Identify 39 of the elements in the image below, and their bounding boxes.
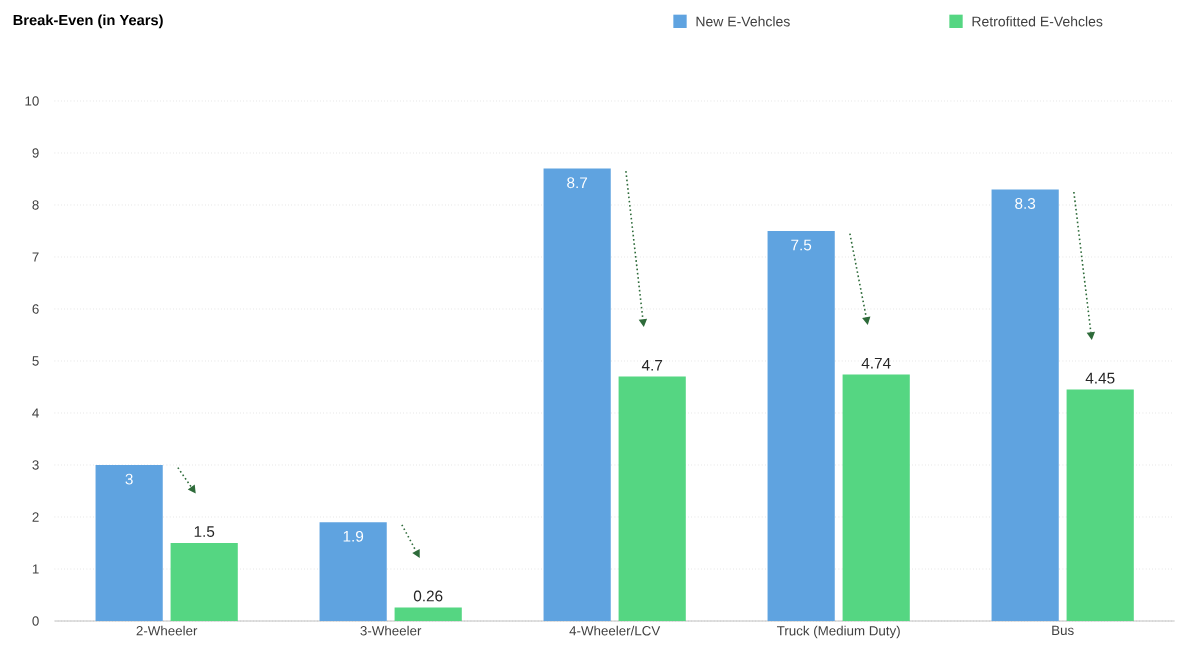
y-tick-label: 7 — [32, 252, 39, 262]
bar — [95, 465, 163, 621]
data-label: 8.7 — [567, 177, 588, 189]
bar — [767, 230, 835, 621]
y-tick-label: 3 — [32, 460, 39, 470]
y-tick-label: 9 — [32, 148, 39, 158]
y-tick-label: 4 — [32, 408, 39, 418]
x-tick-label: 3-Wheeler — [360, 625, 422, 636]
bar — [842, 374, 910, 621]
bar — [170, 543, 238, 621]
bar — [991, 189, 1059, 621]
x-tick-label: Bus — [1052, 625, 1074, 636]
data-label: 3 — [125, 473, 133, 485]
y-tick-label: 0 — [32, 616, 39, 626]
bar — [319, 522, 387, 621]
data-label: 4.74 — [861, 357, 891, 369]
data-label: 1.5 — [194, 526, 215, 537]
data-label: 4.7 — [641, 360, 663, 371]
data-label: 4.45 — [1085, 372, 1115, 384]
legend-label: Retrofitted E-Vehcles — [972, 16, 1103, 27]
y-tick-label: 5 — [32, 356, 39, 366]
data-label: 8.3 — [1015, 198, 1036, 209]
y-tick-label: 6 — [32, 304, 39, 314]
x-tick-label: Truck (Medium Duty) — [776, 625, 900, 639]
legend-label: New E-Vehcles — [696, 16, 790, 27]
y-tick-label: 8 — [32, 200, 39, 210]
x-tick-label: 4-Wheeler/LCV — [569, 625, 661, 636]
bar — [543, 168, 611, 621]
y-tick-label: 1 — [32, 564, 39, 574]
data-label: 1.9 — [343, 530, 364, 542]
x-tick-label: 2-Wheeler — [136, 625, 198, 636]
data-label: 0.26 — [413, 590, 443, 602]
bar — [618, 376, 686, 621]
bar — [1066, 389, 1134, 621]
chart-title: Break-Even (in Years) — [13, 14, 163, 29]
data-label: 7.5 — [791, 239, 812, 251]
y-tick-label: 10 — [25, 96, 39, 106]
y-tick-label: 2 — [32, 512, 39, 522]
bar — [394, 607, 462, 621]
